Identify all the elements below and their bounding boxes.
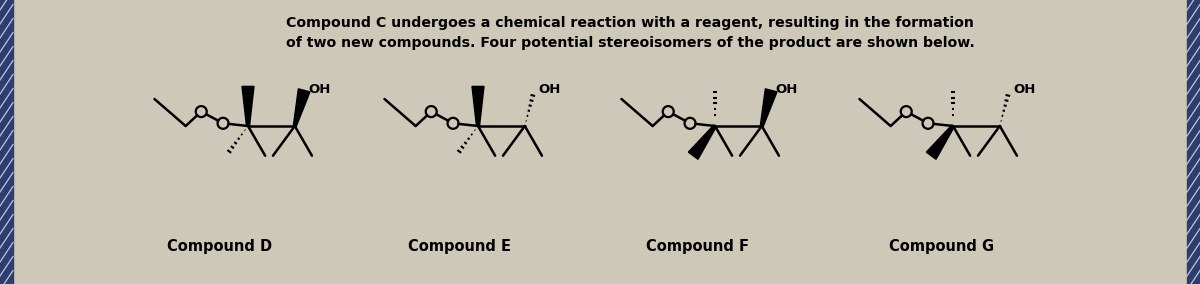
Text: OH: OH <box>1013 83 1036 96</box>
Polygon shape <box>472 86 484 126</box>
Polygon shape <box>689 125 716 159</box>
Text: OH: OH <box>538 83 560 96</box>
Polygon shape <box>761 89 776 126</box>
Bar <box>1187 0 1200 284</box>
Text: of two new compounds. Four potential stereoisomers of the product are shown belo: of two new compounds. Four potential ste… <box>286 36 974 50</box>
Polygon shape <box>926 125 954 159</box>
Polygon shape <box>242 86 254 126</box>
Text: Compound F: Compound F <box>647 239 750 254</box>
Text: OH: OH <box>308 83 330 96</box>
Text: Compound D: Compound D <box>168 239 272 254</box>
Text: OH: OH <box>775 83 798 96</box>
Text: Compound C undergoes a chemical reaction with a reagent, resulting in the format: Compound C undergoes a chemical reaction… <box>286 16 974 30</box>
Text: Compound E: Compound E <box>408 239 511 254</box>
Text: Compound G: Compound G <box>889 239 995 254</box>
Polygon shape <box>293 89 310 126</box>
Bar <box>0 0 13 284</box>
